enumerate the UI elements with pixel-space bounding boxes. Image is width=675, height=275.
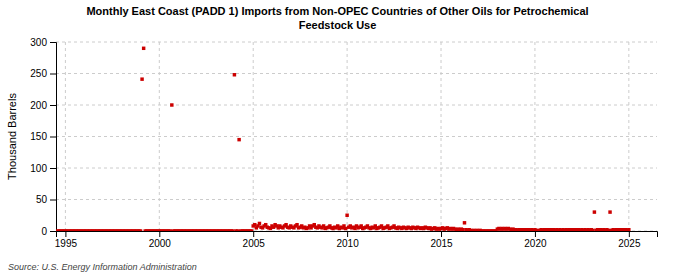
tick: 1995 — [55, 231, 78, 249]
grid-line — [253, 42, 254, 231]
tick: 2015 — [430, 231, 453, 249]
point — [463, 221, 466, 224]
tick: 2020 — [524, 231, 547, 249]
y-axis-title: Thousand Barrels — [6, 93, 18, 180]
tick-mark — [629, 231, 630, 237]
tick-mark — [441, 231, 442, 237]
point — [608, 210, 611, 213]
tick-label: 2010 — [336, 238, 359, 249]
tick-label: 200 — [30, 100, 47, 111]
tick: 150 — [30, 131, 56, 142]
tick-mark — [159, 231, 160, 237]
grid-line — [56, 168, 657, 169]
tick-mark — [50, 137, 56, 138]
grid-line — [65, 42, 66, 231]
grid-line — [347, 42, 348, 231]
axis-line — [57, 232, 658, 238]
tick-label: 1995 — [55, 238, 78, 249]
chart-svg: 1995 2000 2005 2010 2015 2020 2025 0 50 100 150 200… — [0, 0, 675, 275]
tick-mark — [50, 74, 56, 75]
grid — [56, 42, 657, 231]
grid-line — [56, 105, 657, 106]
plot-area: 1995 2000 2005 2010 2015 2020 2025 0 50 100 150 200… — [30, 37, 657, 249]
point — [250, 229, 253, 231]
tick-mark — [347, 231, 348, 237]
tick-label: 150 — [30, 131, 47, 142]
tick: 2025 — [618, 231, 641, 249]
point — [344, 227, 347, 230]
point — [295, 223, 298, 226]
point — [236, 229, 239, 231]
point — [461, 228, 464, 231]
tick-label: 300 — [30, 37, 47, 48]
point — [169, 229, 172, 231]
axis-line — [50, 43, 57, 232]
y-axis: 0 50 100 150 200 250 300 — [30, 37, 56, 237]
tick-mark — [50, 168, 56, 169]
tick-label: 0 — [41, 226, 47, 237]
tick: 200 — [30, 100, 56, 111]
tick-label: 2005 — [243, 238, 266, 249]
tick-label: 250 — [30, 68, 47, 79]
grid-line — [628, 42, 629, 231]
tick-label: 2025 — [618, 238, 641, 249]
tick: 100 — [30, 163, 56, 174]
tick-label: 2015 — [430, 238, 453, 249]
tick-label: 50 — [36, 194, 48, 205]
point — [591, 229, 594, 231]
tick-mark — [50, 105, 56, 106]
tick: 2000 — [149, 231, 172, 249]
tick: 2010 — [336, 231, 359, 249]
point — [593, 210, 596, 213]
tick-mark — [535, 231, 536, 237]
point — [627, 228, 630, 231]
tick-label: 2000 — [149, 238, 172, 249]
point — [233, 73, 236, 76]
tick: 300 — [30, 37, 56, 48]
point — [170, 103, 173, 106]
tick-mark — [50, 200, 56, 201]
point — [345, 214, 348, 217]
point — [140, 77, 143, 80]
grid-line — [56, 42, 657, 43]
point — [258, 222, 261, 225]
grid-line — [534, 42, 535, 231]
point — [231, 229, 234, 231]
x-axis: 1995 2000 2005 2010 2015 2020 2025 — [55, 231, 658, 249]
tick: 50 — [36, 194, 56, 205]
tick-label: 2020 — [524, 238, 547, 249]
point — [253, 223, 256, 226]
grid-line — [159, 42, 160, 231]
tick-label: 100 — [30, 163, 47, 174]
tick: 2005 — [243, 231, 266, 249]
tick-mark — [253, 231, 254, 237]
point — [139, 229, 142, 231]
tick-mark — [50, 231, 56, 232]
tick: 0 — [41, 226, 56, 237]
tick-mark — [50, 42, 56, 43]
annotation: Source: U.S. Energy Information Administ… — [8, 262, 197, 272]
grid-line — [441, 42, 442, 231]
tick-mark — [65, 231, 66, 237]
point — [237, 138, 240, 141]
grid-line — [56, 199, 657, 200]
tick: 250 — [30, 68, 56, 79]
chart-container: 1995 2000 2005 2010 2015 2020 2025 0 50 100 150 200… — [0, 0, 675, 275]
point — [607, 229, 610, 231]
grid-line — [56, 136, 657, 137]
grid-line — [56, 73, 657, 74]
points — [56, 47, 631, 231]
point — [142, 47, 145, 50]
title: Monthly East Coast (PADD 1) Imports from… — [86, 5, 588, 31]
